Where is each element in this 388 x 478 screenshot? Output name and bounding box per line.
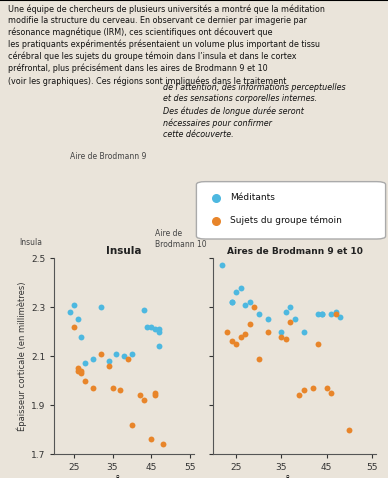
- Point: [283, 335, 289, 343]
- Point: [82, 377, 88, 384]
- Point: [98, 304, 104, 311]
- Point: [251, 304, 257, 311]
- Point: [67, 308, 73, 316]
- Title: Insula: Insula: [106, 246, 142, 256]
- Point: [106, 362, 112, 370]
- Point: [242, 301, 248, 308]
- Point: [265, 315, 271, 323]
- Point: [156, 326, 162, 333]
- Point: [106, 357, 112, 365]
- Point: [156, 328, 162, 336]
- Point: [229, 298, 235, 306]
- Title: Aires de Brodmann 9 et 10: Aires de Brodmann 9 et 10: [227, 247, 363, 256]
- Point: [246, 298, 253, 306]
- Point: [233, 289, 239, 296]
- X-axis label: Âge: Âge: [114, 475, 135, 478]
- Point: [148, 323, 154, 331]
- Point: [246, 320, 253, 328]
- Point: [283, 308, 289, 316]
- FancyBboxPatch shape: [196, 182, 386, 239]
- Point: [74, 367, 81, 375]
- Point: [148, 435, 154, 443]
- Point: [346, 426, 352, 434]
- Point: [333, 311, 339, 318]
- Point: [256, 311, 262, 318]
- Point: [237, 333, 244, 340]
- Point: [242, 330, 248, 338]
- Point: [78, 333, 85, 340]
- Point: [233, 340, 239, 348]
- Point: [98, 350, 104, 358]
- Point: [337, 313, 343, 321]
- Point: [265, 328, 271, 336]
- Point: [129, 350, 135, 358]
- Point: [328, 389, 334, 397]
- Point: [152, 326, 158, 333]
- Point: [314, 340, 320, 348]
- Text: Aire de Brodmann 9: Aire de Brodmann 9: [71, 152, 147, 161]
- Point: [219, 261, 225, 269]
- Point: [78, 367, 85, 375]
- Point: [71, 301, 77, 308]
- Point: [74, 365, 81, 372]
- Point: [229, 298, 235, 306]
- Y-axis label: Épaisseur corticale (en millimètres): Épaisseur corticale (en millimètres): [16, 282, 27, 431]
- Point: [109, 384, 116, 392]
- Point: [152, 391, 158, 399]
- Point: [113, 350, 120, 358]
- Point: [319, 311, 325, 318]
- Point: [328, 311, 334, 318]
- Text: Une équipe de chercheurs de plusieurs universités a montré que la méditation
mod: Une équipe de chercheurs de plusieurs un…: [8, 4, 325, 86]
- Point: [296, 391, 303, 399]
- Point: [229, 337, 235, 345]
- Point: [314, 311, 320, 318]
- Point: [310, 384, 316, 392]
- Point: [278, 328, 284, 336]
- Point: [78, 369, 85, 377]
- Point: [129, 421, 135, 428]
- Point: [140, 306, 147, 314]
- Point: [256, 355, 262, 362]
- Point: [121, 352, 127, 360]
- Point: [160, 441, 166, 448]
- Text: Aire de
Brodmann 10: Aire de Brodmann 10: [155, 229, 207, 249]
- Point: [71, 323, 77, 331]
- Point: [324, 384, 330, 392]
- Point: [144, 323, 151, 331]
- Point: [117, 387, 123, 394]
- Point: [140, 396, 147, 404]
- Text: Sujets du groupe témoin: Sujets du groupe témoin: [230, 216, 342, 226]
- Point: [333, 308, 339, 316]
- Point: [152, 389, 158, 397]
- Point: [74, 315, 81, 323]
- Point: [82, 359, 88, 367]
- Point: [156, 343, 162, 350]
- Point: [137, 391, 143, 399]
- Text: Méditants: Méditants: [230, 193, 275, 202]
- Point: [287, 318, 293, 326]
- Point: [319, 311, 325, 318]
- Point: [292, 315, 298, 323]
- Point: [224, 328, 230, 336]
- Point: [237, 284, 244, 292]
- Point: [125, 355, 131, 362]
- Point: [90, 384, 96, 392]
- X-axis label: Âge: Âge: [284, 475, 305, 478]
- Point: [90, 355, 96, 362]
- Text: de l’attention, des informations perceptuelles
et des sensations corporelles int: de l’attention, des informations percept…: [163, 83, 346, 139]
- Text: Insula: Insula: [19, 239, 42, 248]
- Point: [301, 387, 307, 394]
- Point: [278, 333, 284, 340]
- Point: [301, 328, 307, 336]
- Point: [287, 304, 293, 311]
